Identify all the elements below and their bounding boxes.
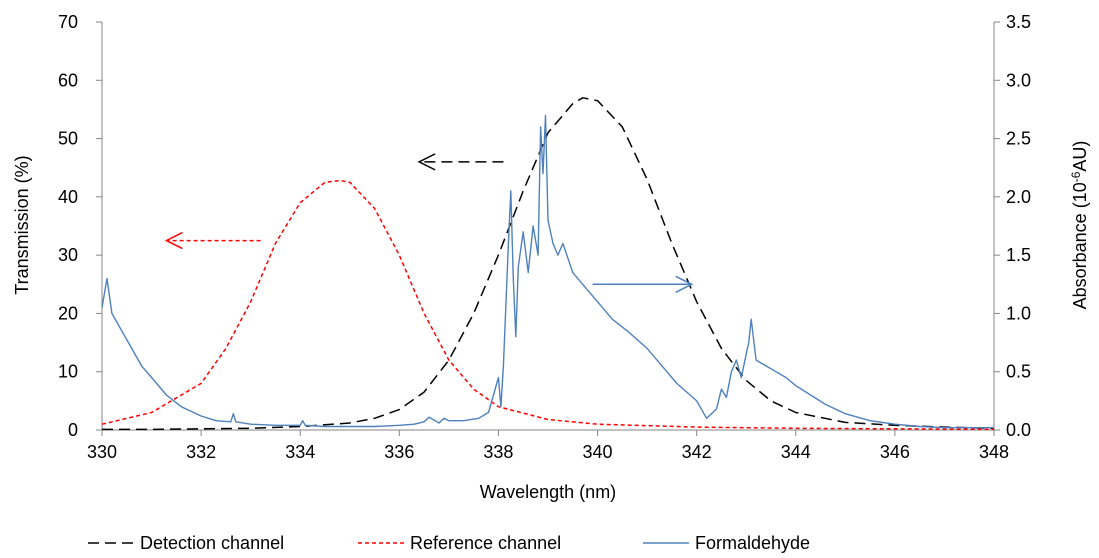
y-left-tick-label-40: 40	[58, 187, 78, 207]
y-right-tick-label-2-0: 2.0	[1006, 187, 1031, 207]
y-left-tick-label-10: 10	[58, 362, 78, 382]
y-left-tick-label-60: 60	[58, 70, 78, 90]
x-tick-label-332: 332	[186, 442, 216, 462]
series-line-reference-channel	[101, 179, 995, 431]
x-tick-label-342: 342	[682, 442, 712, 462]
y-right-tick-label-0-5: 0.5	[1006, 362, 1031, 382]
series-line-formaldehyde	[101, 114, 994, 429]
axes: 330 332 334 336 338 340 342 344 346 348 0 10 20 30 40 5…	[58, 12, 1031, 462]
y-right-tick-label-3-5: 3.5	[1006, 12, 1031, 32]
series-layer	[101, 97, 995, 431]
y-right-axis-title: Absorbance (10-6AU)	[1069, 141, 1090, 310]
series-line-detection-channel	[102, 97, 995, 431]
y-right-tick-label-2-5: 2.5	[1006, 129, 1031, 149]
y-left-tick-label-0: 0	[68, 420, 78, 440]
legend: Detection channel Reference channel Formal…	[88, 533, 810, 553]
y-right-tick-label-0-0: 0.0	[1006, 420, 1031, 440]
y-left-tick-label-20: 20	[58, 303, 78, 323]
y-right-tick-label-1-0: 1.0	[1006, 303, 1031, 323]
legend-label-reference-channel: Reference channel	[410, 533, 561, 553]
x-tick-label-336: 336	[384, 442, 414, 462]
x-axis-title: Wavelength (nm)	[480, 482, 616, 502]
x-tick-label-340: 340	[583, 442, 613, 462]
y-left-tick-label-70: 70	[58, 12, 78, 32]
x-tick-label-338: 338	[483, 442, 513, 462]
y-right-title-prefix: Absorbance (10	[1070, 182, 1090, 309]
annotation-arrow-head-3	[675, 275, 694, 293]
y-left-tick-label-30: 30	[58, 245, 78, 265]
x-tick-label-344: 344	[781, 442, 811, 462]
annotation-layer	[164, 153, 694, 293]
y-right-tick-label-1-5: 1.5	[1006, 245, 1031, 265]
y-right-title-exponent: -6	[1069, 171, 1083, 182]
x-tick-label-346: 346	[880, 442, 910, 462]
annotation-arrow-head-1	[417, 153, 436, 171]
x-tick-label-348: 348	[979, 442, 1009, 462]
x-tick-label-334: 334	[285, 442, 315, 462]
legend-label-detection-channel: Detection channel	[140, 533, 284, 553]
y-left-axis-title: Transmission (%)	[12, 155, 32, 294]
y-left-tick-label-50: 50	[58, 129, 78, 149]
y-right-tick-label-3-0: 3.0	[1006, 70, 1031, 90]
x-tick-label-330: 330	[87, 442, 117, 462]
y-right-title-suffix: AU)	[1070, 141, 1090, 172]
annotation-arrow-head-2	[164, 231, 183, 250]
legend-label-formaldehyde: Formaldehyde	[695, 533, 810, 553]
